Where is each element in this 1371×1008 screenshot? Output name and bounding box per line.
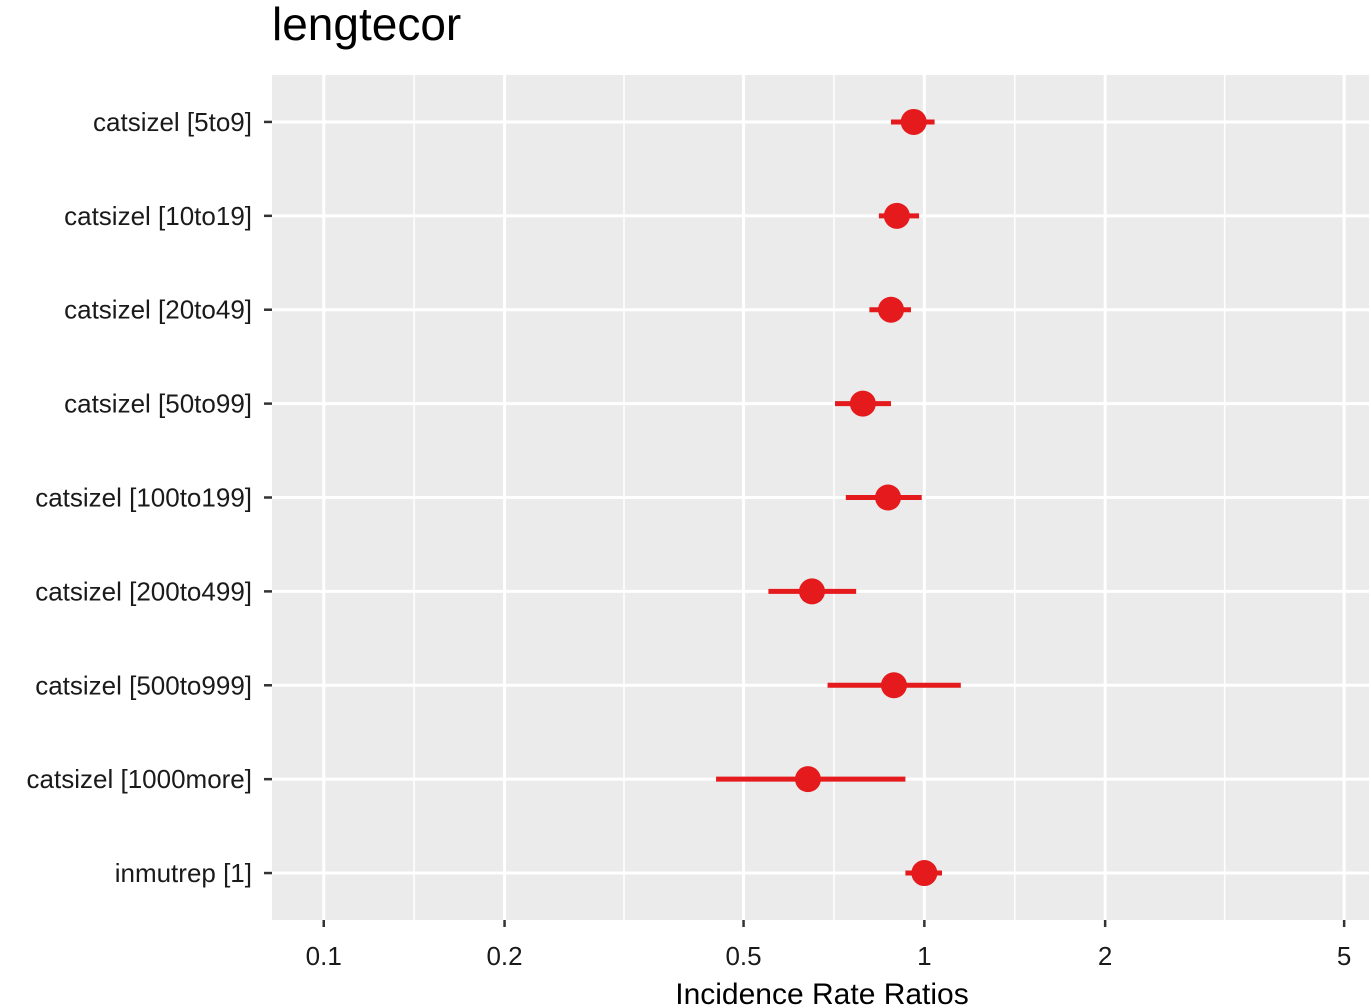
x-tick-label: 0.5: [725, 941, 761, 971]
estimate-point: [849, 390, 876, 417]
estimate-point: [911, 860, 938, 887]
estimate-point: [880, 672, 907, 699]
x-axis: 0.1 0.2 0.5 1 2 5: [306, 920, 1351, 971]
chart-title: lengtecor: [272, 0, 461, 50]
y-tick-label: inmutrep [1]: [115, 858, 252, 888]
y-tick-label: catsizel [100to199]: [35, 483, 252, 513]
x-axis-label: Incidence Rate Ratios: [675, 978, 969, 1008]
y-tick-label: catsizel [200to499]: [35, 576, 252, 606]
y-tick-label: catsizel [1000more]: [27, 764, 252, 794]
major-gridlines: [272, 75, 1369, 920]
estimate-point: [900, 108, 927, 135]
x-tick-label: 2: [1098, 941, 1112, 971]
x-tick-label: 0.2: [486, 941, 522, 971]
y-axis: catsizel [5to9] catsizel [10to19] catsizel…: [27, 107, 272, 888]
y-tick-label: catsizel [20to49]: [64, 295, 252, 325]
estimate-marks: [716, 108, 961, 887]
x-tick-label: 0.1: [306, 941, 342, 971]
estimate-point: [798, 578, 825, 605]
y-tick-label: catsizel [5to9]: [93, 107, 252, 137]
estimate-point: [878, 296, 905, 323]
estimate-point: [875, 484, 902, 511]
y-tick-label: catsizel [50to99]: [64, 389, 252, 419]
estimate-point: [883, 202, 910, 229]
x-tick-label: 5: [1337, 941, 1351, 971]
y-tick-label: catsizel [500to999]: [35, 670, 252, 700]
x-tick-label: 1: [917, 941, 931, 971]
estimate-point: [794, 766, 821, 793]
y-tick-label: catsizel [10to19]: [64, 201, 252, 231]
